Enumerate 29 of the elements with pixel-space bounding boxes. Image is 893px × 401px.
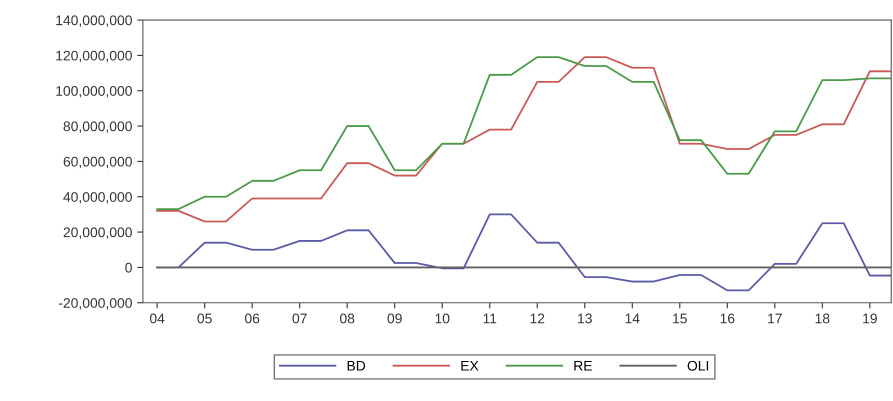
x-tick-label: 10 [436,314,450,324]
x-tick-label: 14 [626,314,640,324]
y-tick-label: 120,000,000 [56,50,132,62]
x-tick-label: 17 [768,314,782,324]
y-tick-label: 20,000,000 [64,227,132,239]
x-tick-label: 11 [484,314,496,324]
x-tick-label: 16 [720,314,734,324]
x-tick-label: 07 [292,314,307,324]
x-tick-label: 08 [340,314,354,324]
x-tick-label: 15 [673,314,687,324]
y-tick-label: 0 [125,262,132,273]
y-tick-label: 100,000,000 [56,86,132,98]
legend-label: RE [574,361,592,371]
x-tick-label: 18 [816,314,830,324]
x-tick-label: 09 [388,314,402,324]
x-tick-label: 05 [197,314,212,324]
legend-label: EX [461,361,478,371]
x-tick-label: 04 [150,314,164,324]
y-tick-label: 60,000,000 [64,156,132,168]
y-tick-label: -20,000,000 [58,298,132,310]
legend-label: BD [348,361,366,371]
x-tick-label: 12 [530,314,544,324]
legend-label: OLI [688,360,708,371]
y-tick-label: 80,000,000 [64,121,132,133]
y-tick-label: 140,000,000 [56,15,132,27]
x-tick-label: 13 [578,314,592,324]
x-tick-label: 19 [863,314,877,324]
x-tick-label: 06 [244,314,260,324]
y-tick-label: 40,000,000 [63,192,132,204]
